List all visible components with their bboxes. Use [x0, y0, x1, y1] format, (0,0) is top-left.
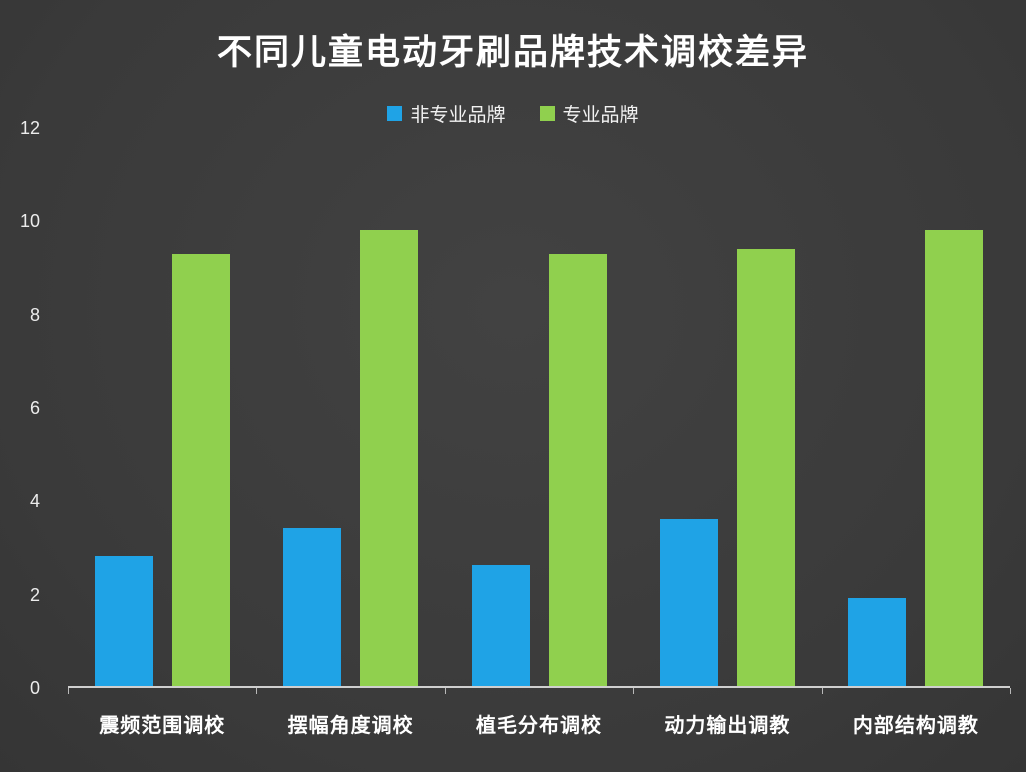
- x-category-label: 植毛分布调校: [476, 715, 603, 737]
- bar-非专业品牌: [94, 555, 153, 686]
- bar-group: [445, 128, 633, 686]
- legend-item: 非专业品牌: [387, 100, 506, 127]
- x-tick-mark: [444, 688, 446, 694]
- y-tick-label: 4: [29, 491, 40, 512]
- bar-groups: [68, 128, 1010, 686]
- y-tick-label: 0: [29, 678, 40, 698]
- bar-group: [822, 128, 1010, 686]
- legend-label: 非专业品牌: [410, 104, 506, 126]
- y-tick-label: 8: [29, 304, 40, 325]
- legend-swatch-icon: [539, 105, 555, 121]
- x-category-label: 震频范围调校: [99, 715, 226, 737]
- plot-region: 0 2 4 6 8 10 12: [20, 119, 1011, 697]
- bar-非专业品牌: [659, 518, 718, 686]
- x-category-label: 动力输出调教: [664, 715, 791, 737]
- bar-group: [256, 128, 444, 686]
- y-tick-label: 12: [19, 118, 40, 138]
- legend-swatch-icon: [387, 105, 403, 121]
- x-tick-mark: [821, 688, 823, 694]
- bar-专业品牌: [171, 253, 230, 686]
- legend: 非专业品牌 专业品牌: [0, 100, 1026, 127]
- x-labels: 震频范围调校 摆幅角度调校 植毛分布调校 动力输出调教 内部结构调教: [68, 709, 1010, 738]
- x-tick-mark: [256, 688, 258, 694]
- legend-item: 专业品牌: [539, 100, 639, 127]
- bar-专业品牌: [360, 230, 419, 686]
- bar-group: [68, 128, 256, 686]
- bar-非专业品牌: [848, 597, 907, 686]
- bar-专业品牌: [736, 248, 795, 686]
- x-category-label: 内部结构调教: [852, 715, 979, 737]
- chart-title: 不同儿童电动牙刷品牌技术调校差异: [216, 33, 809, 72]
- bar-专业品牌: [548, 253, 607, 686]
- plot-area: [68, 128, 1011, 694]
- y-tick-label: 10: [19, 211, 40, 232]
- x-tick-mark: [1010, 688, 1011, 694]
- x-tick-mark: [68, 688, 69, 694]
- bar-group: [633, 128, 821, 686]
- bar-专业品牌: [925, 230, 984, 686]
- y-tick-label: 2: [29, 584, 40, 605]
- x-axis-ticks: [68, 686, 1011, 694]
- bar-非专业品牌: [283, 527, 342, 686]
- x-tick-mark: [633, 688, 635, 694]
- x-category-label: 摆幅角度调校: [287, 715, 414, 737]
- y-tick-label: 6: [29, 398, 40, 418]
- bar-非专业品牌: [471, 565, 530, 686]
- legend-label: 专业品牌: [562, 104, 639, 126]
